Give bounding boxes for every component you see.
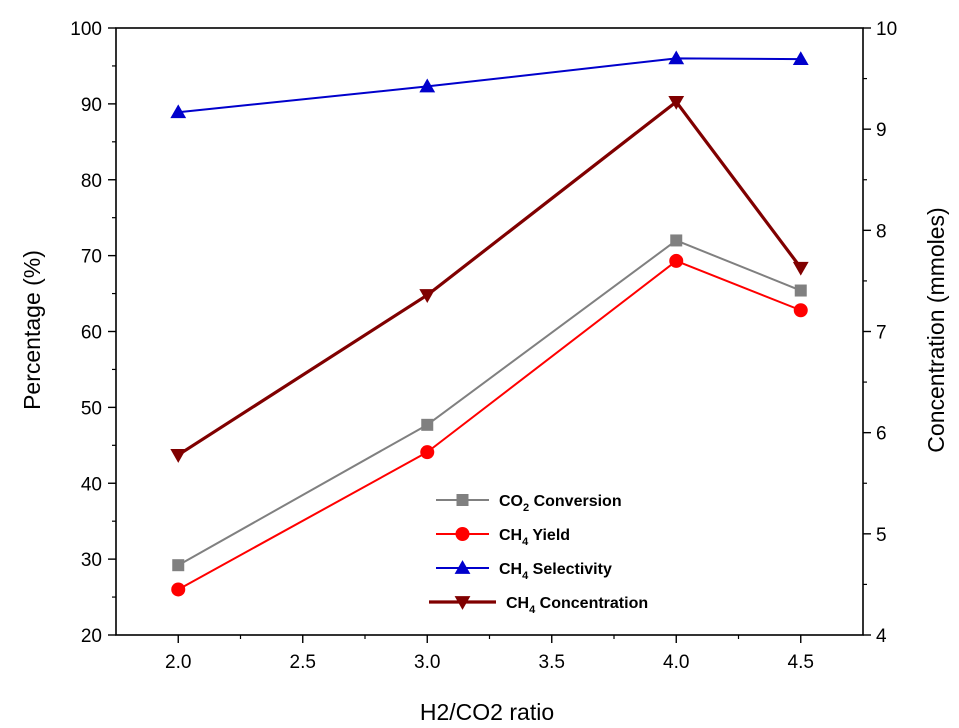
circle-marker — [420, 445, 435, 460]
legend-item: CH4 Yield — [436, 527, 570, 548]
axes: 2.0 2.5 3.0 3.5 4.0 4.5 20 30 40 50 60 70 80 90 100 4 5 6… — [70, 19, 897, 673]
series-0 — [172, 234, 807, 572]
legend-item: CH4 Selectivity — [436, 560, 612, 582]
series-line — [177, 259, 802, 591]
circle-marker — [793, 303, 808, 318]
left-y-tick-label: 100 — [70, 19, 102, 40]
series-1 — [171, 253, 808, 597]
right-y-tick-label: 7 — [876, 323, 887, 344]
left-y-tick-label: 70 — [81, 247, 102, 268]
x-tick-label: 3.0 — [414, 652, 440, 673]
left-y-tick-label: 50 — [81, 398, 102, 419]
left-y-tick-label: 30 — [81, 550, 102, 571]
triangle-down-marker — [419, 289, 436, 303]
series-2 — [170, 50, 809, 119]
legend-label: CH4 Selectivity — [499, 561, 612, 582]
left-y-tick-label: 40 — [81, 474, 102, 495]
left-axis-title: Percentage (%) — [19, 250, 45, 410]
legend: CO2 Conversion CH4 Yield CH4 Selectivity CH… — [429, 493, 648, 616]
right-y-tick-label: 9 — [876, 120, 887, 141]
series-line — [178, 57, 801, 114]
triangle-up-marker — [170, 104, 187, 119]
x-tick-label: 4.5 — [788, 652, 814, 673]
right-y-tick-label: 6 — [876, 424, 887, 445]
legend-label: CO2 Conversion — [499, 493, 622, 514]
legend-item: CH4 Concentration — [429, 595, 648, 616]
left-y-tick-label: 20 — [81, 626, 102, 647]
right-y-tick-label: 4 — [876, 626, 887, 647]
square-marker — [172, 559, 185, 572]
square-marker — [794, 284, 807, 297]
right-y-tick-label: 8 — [876, 221, 887, 242]
square-marker — [421, 418, 434, 431]
square-marker — [670, 234, 683, 247]
right-axis-title: Concentration (mmoles) — [923, 207, 949, 452]
series-line — [177, 100, 803, 457]
triangle-up-marker — [419, 78, 436, 93]
triangle-up-marker — [792, 51, 809, 66]
left-y-tick-label: 80 — [81, 171, 102, 192]
x-axis-title: H2/CO2 ratio — [420, 699, 554, 725]
square-marker — [456, 494, 469, 506]
x-tick-label: 4.0 — [663, 652, 689, 673]
triangle-down-marker — [792, 261, 809, 276]
legend-item: CO2 Conversion — [436, 493, 622, 514]
triangle-up-marker — [668, 50, 685, 65]
right-y-tick-label: 10 — [876, 19, 897, 40]
circle-marker — [171, 582, 186, 597]
series-3 — [170, 95, 809, 463]
triangle-down-marker — [170, 449, 187, 463]
triangle-down-marker — [454, 596, 471, 610]
x-tick-label: 3.5 — [539, 652, 565, 673]
left-y-tick-label: 60 — [81, 323, 102, 344]
legend-label: CH4 Concentration — [506, 595, 648, 616]
plot-frame — [115, 27, 864, 636]
legend-label: CH4 Yield — [499, 527, 570, 548]
circle-marker — [669, 253, 684, 268]
series-line — [177, 239, 802, 567]
x-tick-label: 2.5 — [290, 652, 316, 673]
triangle-up-marker — [454, 560, 471, 574]
right-y-tick-label: 5 — [876, 525, 887, 546]
circle-marker — [455, 527, 470, 541]
x-tick-label: 2.0 — [165, 652, 191, 673]
series-layer — [170, 50, 809, 597]
left-y-tick-label: 90 — [81, 95, 102, 116]
triangle-down-marker — [668, 95, 685, 110]
